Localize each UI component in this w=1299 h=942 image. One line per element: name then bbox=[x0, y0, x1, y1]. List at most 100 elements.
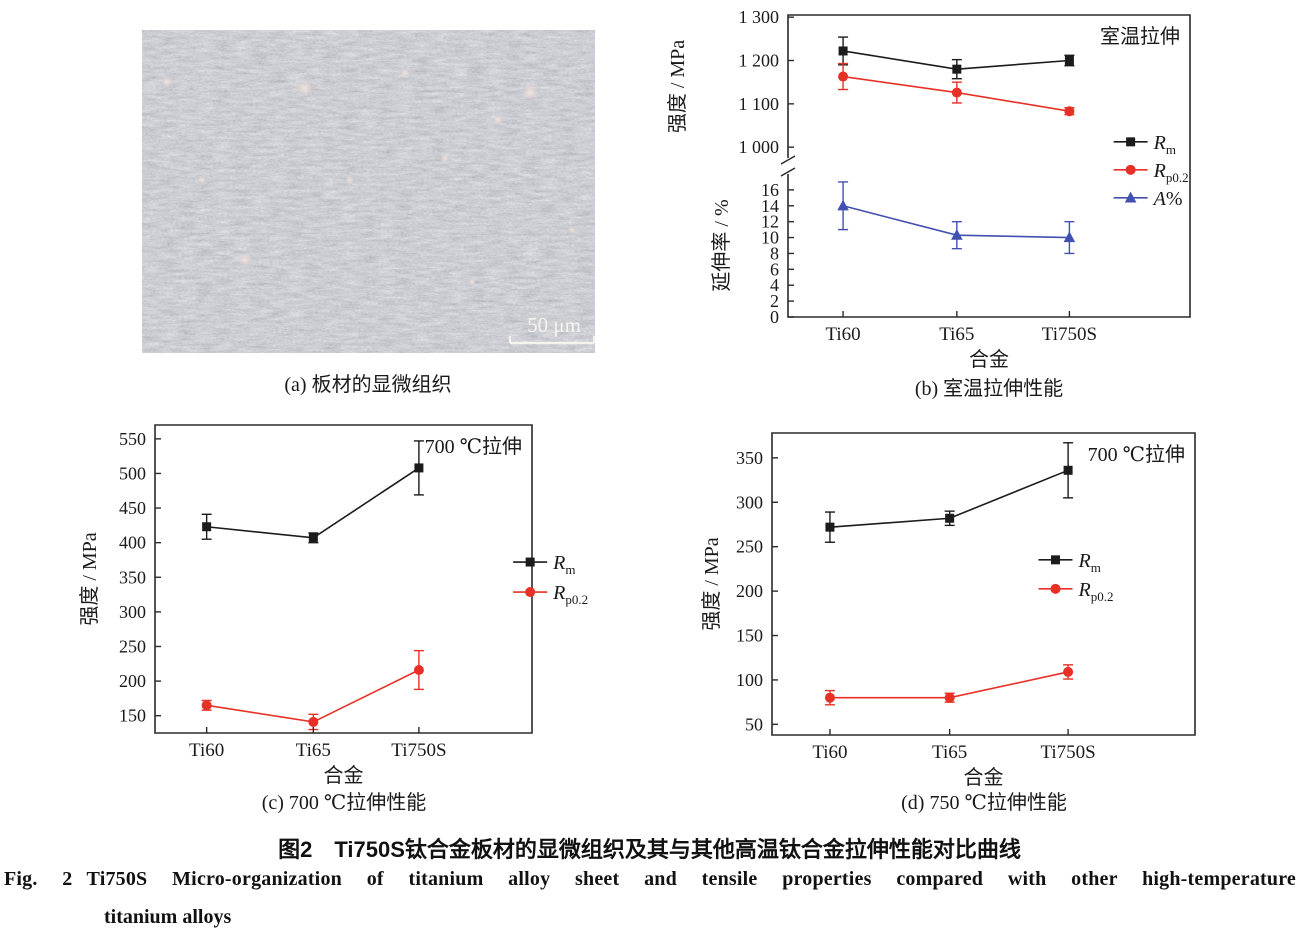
x-tick-label: Ti750S bbox=[1042, 324, 1097, 345]
scale-bar-label: 50 μm bbox=[527, 313, 581, 337]
panel-c-caption: (c) 700 ℃拉伸性能 bbox=[261, 792, 427, 814]
legend-label-Rp0.2: Rp0.2 bbox=[1077, 579, 1113, 604]
y-axis-label: 强度 / MPa bbox=[666, 40, 689, 133]
chart-title: 室温拉伸 bbox=[1100, 25, 1180, 48]
legend-label-Rm: Rm bbox=[1153, 132, 1176, 157]
y-tick-label: 1 200 bbox=[739, 51, 780, 71]
figure-caption-en-label: Fig. 2 bbox=[4, 868, 73, 890]
marker-Rm bbox=[945, 513, 955, 523]
legend-marker-Rp0.2 bbox=[1125, 164, 1136, 175]
chart-room-temp-tensile: 1 000 1 100 1 200 1 300 强度 / MPa 024681012141… bbox=[666, 7, 1191, 371]
micrograph-fine-texture bbox=[142, 30, 595, 353]
marker-Rp0.2 bbox=[838, 71, 849, 82]
y-tick-label: 350 bbox=[736, 448, 763, 468]
y-tick-label: 550 bbox=[119, 429, 146, 449]
x-tick-label: Ti65 bbox=[939, 324, 974, 345]
y-tick-label: 0 bbox=[770, 307, 779, 327]
marker-Rm bbox=[1063, 465, 1073, 475]
plot-frame bbox=[787, 14, 1191, 318]
legend-label-Rm: Rm bbox=[1077, 550, 1100, 575]
marker-Rm bbox=[1064, 56, 1074, 65]
legend-marker-Rp0.2 bbox=[1050, 583, 1061, 594]
y-axis-label: 强度 / MPa bbox=[700, 537, 723, 630]
scale-bar: 50 μm bbox=[509, 313, 595, 345]
y-tick-label: 1 000 bbox=[739, 137, 780, 157]
legend-label-Rp0.2: Rp0.2 bbox=[552, 582, 588, 607]
y-tick-label: 150 bbox=[736, 626, 763, 646]
y-tick-label: 450 bbox=[119, 498, 146, 518]
marker-Rp0.2 bbox=[1063, 666, 1074, 677]
y-tick-label: 1 300 bbox=[739, 7, 780, 27]
plot-frame bbox=[771, 432, 1196, 736]
legend-marker-Rm bbox=[525, 557, 535, 567]
y-axis-label: 延伸率 / % bbox=[710, 199, 733, 291]
y-tick-label: 100 bbox=[736, 670, 763, 690]
chart-title: 700 ℃拉伸 bbox=[425, 435, 522, 458]
y-tick-label: 250 bbox=[119, 636, 146, 656]
marker-Rm bbox=[952, 64, 962, 74]
marker-Rm bbox=[308, 533, 318, 543]
y-tick-label: 1 100 bbox=[739, 94, 780, 114]
y-tick-label: 200 bbox=[119, 671, 146, 691]
legend-marker-A% bbox=[1124, 191, 1137, 203]
y-tick-label: 16 bbox=[761, 180, 779, 200]
x-tick-label: Ti65 bbox=[296, 740, 331, 761]
axis-break-mark bbox=[780, 155, 796, 165]
marker-A% bbox=[837, 199, 849, 211]
micrograph-spots bbox=[161, 68, 576, 286]
y-tick-label: 10 bbox=[761, 228, 779, 248]
figure-caption-en: Fig. 2 Ti750S Micro-organization of titan… bbox=[4, 868, 1296, 891]
legend-label-Rp0.2: Rp0.2 bbox=[1153, 160, 1189, 185]
marker-A% bbox=[1063, 231, 1076, 243]
x-tick-label: Ti60 bbox=[825, 324, 860, 345]
marker-Rp0.2 bbox=[951, 87, 962, 98]
y-tick-label: 8 bbox=[770, 243, 779, 263]
y-tick-label: 250 bbox=[736, 537, 763, 557]
legend-label-Rm: Rm bbox=[552, 552, 575, 577]
chart-title: 700 ℃拉伸 bbox=[1088, 443, 1185, 466]
panel-a-caption: (a) 板材的显微组织 bbox=[284, 374, 452, 396]
y-tick-label: 14 bbox=[761, 196, 779, 216]
y-tick-label: 150 bbox=[119, 706, 146, 726]
legend-label-A%: A% bbox=[1152, 188, 1183, 210]
y-tick-label: 6 bbox=[770, 259, 779, 279]
y-tick-label: 200 bbox=[736, 581, 763, 601]
x-axis-label: 合金 bbox=[964, 766, 1004, 789]
y-tick-label: 500 bbox=[119, 463, 146, 483]
panel-d-caption: (d) 750 ℃拉伸性能 bbox=[901, 792, 1067, 814]
y-axis-label: 强度 / MPa bbox=[78, 532, 101, 625]
plot-frame bbox=[154, 424, 533, 734]
marker-Rm bbox=[838, 46, 848, 56]
x-tick-label: Ti750S bbox=[391, 740, 446, 761]
figure-caption-en-text: Ti750S Micro-organization of titanium al… bbox=[86, 868, 1296, 890]
x-tick-label: Ti60 bbox=[189, 740, 224, 761]
y-tick-label: 300 bbox=[736, 492, 763, 512]
marker-Rp0.2 bbox=[308, 716, 319, 727]
micrograph-image: 50 μm bbox=[142, 30, 595, 353]
series-line-Rm bbox=[206, 467, 420, 539]
legend-marker-Rm bbox=[1126, 137, 1136, 147]
marker-Rp0.2 bbox=[201, 700, 212, 711]
x-axis-label: 合金 bbox=[324, 764, 364, 787]
panel-b-caption: (b) 室温拉伸性能 bbox=[914, 378, 1064, 400]
figure-caption-zh: 图2 Ti750S钛合金板材的显微组织及其与其他高温钛合金拉伸性能对比曲线 bbox=[278, 837, 1021, 862]
legend-marker-Rm bbox=[1050, 555, 1060, 565]
marker-A% bbox=[951, 228, 963, 240]
marker-Rp0.2 bbox=[1064, 106, 1075, 117]
y-tick-label: 4 bbox=[770, 275, 779, 295]
figure-caption-en-line2: titanium alloys bbox=[104, 906, 232, 928]
y-tick-label: 12 bbox=[761, 212, 779, 232]
chart-750c-tensile: 50 100 150 200 250 300 350 强度 / MPa Ti60 Ti65 Ti75… bbox=[700, 432, 1196, 789]
marker-Rp0.2 bbox=[413, 665, 424, 676]
y-tick-label: 350 bbox=[119, 567, 146, 587]
marker-Rm bbox=[825, 522, 835, 532]
chart-700c-tensile: 150 200 250 300 350 400 450 500 550 强度 / MPa Ti60 T… bbox=[78, 424, 588, 787]
x-tick-label: Ti60 bbox=[812, 742, 847, 763]
panel-a-micrograph: 50 μm bbox=[142, 30, 595, 353]
x-tick-label: Ti750S bbox=[1040, 742, 1095, 763]
y-tick-label: 300 bbox=[119, 602, 146, 622]
x-tick-label: Ti65 bbox=[932, 742, 967, 763]
marker-Rm bbox=[414, 463, 424, 473]
y-tick-label: 50 bbox=[745, 714, 763, 734]
